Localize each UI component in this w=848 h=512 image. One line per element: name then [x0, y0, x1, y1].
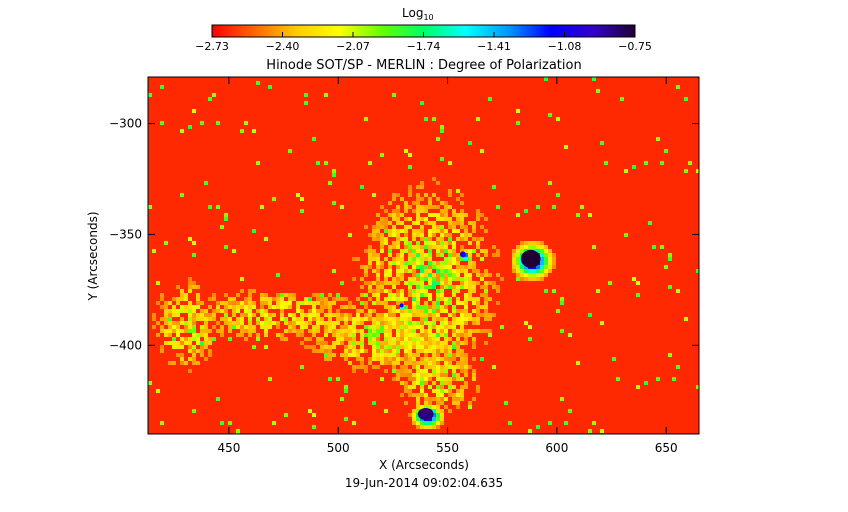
pore-core — [417, 408, 434, 421]
colorbar-tick-label: −0.75 — [618, 40, 652, 53]
colorbar-tick-label: −2.73 — [195, 40, 229, 53]
colorbar-label-sub: 10 — [423, 13, 433, 22]
plot-area: 450 500 550 600 650 −300 −350 −400 — [109, 76, 700, 455]
colorbar-tick-label: −2.40 — [266, 40, 300, 53]
pore-core — [459, 251, 466, 258]
colorbar-tick-label: −2.07 — [336, 40, 370, 53]
plot-frame — [147, 76, 700, 435]
colorbar-label-main: Log — [402, 6, 423, 20]
heatmap-image — [148, 77, 699, 434]
colorbar-tick-label: −1.74 — [407, 40, 441, 53]
y-tick-label: −300 — [109, 117, 142, 131]
y-axis-ticks: −300 −350 −400 — [109, 117, 699, 352]
y-tick-label: −350 — [109, 227, 142, 241]
colorbar-label: Log10 — [402, 6, 434, 22]
colorbar: Log10 −2.73 −2.40 −2.07 −1.74 −1.41 −1.08 −0.7… — [195, 6, 652, 53]
colorbar-tick-label: −1.08 — [548, 40, 582, 53]
x-tick-label: 450 — [217, 441, 240, 455]
colorbar-ticks: −2.73 −2.40 −2.07 −1.74 −1.41 −1.08 −0.75 — [195, 32, 652, 53]
y-axis-label: Y (Arcseconds) — [86, 211, 100, 301]
y-tick-label: −400 — [109, 338, 142, 352]
pore-core — [399, 303, 404, 308]
timestamp-footer: 19-Jun-2014 09:02:04.635 — [345, 476, 503, 490]
x-axis-ticks: 450 500 550 600 650 — [217, 77, 678, 455]
x-tick-label: 600 — [545, 441, 568, 455]
x-tick-label: 650 — [655, 441, 678, 455]
x-axis-label: X (Arcseconds) — [379, 458, 469, 472]
x-tick-label: 550 — [436, 441, 459, 455]
chart-title: Hinode SOT/SP - MERLIN : Degree of Polar… — [266, 58, 581, 73]
sunspot-core — [520, 249, 541, 268]
colorbar-tick-label: −1.41 — [477, 40, 511, 53]
x-tick-label: 500 — [327, 441, 350, 455]
